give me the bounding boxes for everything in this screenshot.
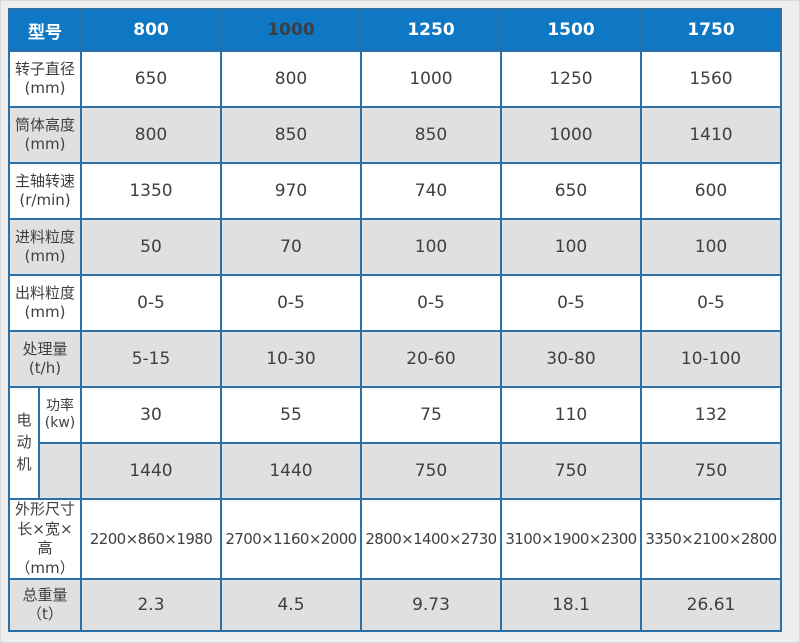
value-cell: 650 [500, 162, 642, 220]
value-cell: 18.1 [500, 578, 642, 632]
value-cell: 2.3 [80, 578, 222, 632]
value-cell: 50 [80, 218, 222, 276]
value-cell: 0-5 [80, 274, 222, 332]
row-label-unit: （t） [27, 605, 63, 623]
value-cell: 0-5 [640, 274, 782, 332]
value-cell: 0-5 [360, 274, 502, 332]
value-cell: 30-80 [500, 330, 642, 388]
row-label: 出料粒度 (mm) [8, 274, 82, 332]
header-row: 型号 800 1000 1250 1500 1750 [8, 8, 782, 52]
value-cell: 20-60 [360, 330, 502, 388]
value-cell: 10-30 [220, 330, 362, 388]
row-label: 转子直径 (mm) [8, 50, 82, 108]
value-cell: 750 [360, 442, 502, 500]
row-spindle-speed: 主轴转速 (r/min) 1350 970 740 650 600 [8, 162, 782, 220]
row-label-unit: (r/min) [19, 191, 71, 209]
value-cell: 800 [220, 50, 362, 108]
row-feed-size: 进料粒度 (mm) 50 70 100 100 100 [8, 218, 782, 276]
value-cell: 100 [500, 218, 642, 276]
value-cell: 10-100 [640, 330, 782, 388]
header-model-label: 型号 [8, 8, 82, 52]
header-model-1750: 1750 [640, 8, 782, 52]
value-cell: 0-5 [220, 274, 362, 332]
value-cell: 850 [220, 106, 362, 164]
row-label-unit: (kw) [44, 415, 76, 431]
row-overall-dimensions: 外形尺寸 长×宽×高 （mm） 2200×860×1980 2700×1160×… [8, 498, 782, 580]
value-cell: 9.73 [360, 578, 502, 632]
row-label-text: 长×宽×高 [17, 519, 73, 558]
value-cell: 1440 [220, 442, 362, 500]
value-cell: 2700×1160×2000 [220, 498, 362, 580]
row-label-text: 进料粒度 [14, 227, 75, 246]
value-cell: 70 [220, 218, 362, 276]
value-cell: 110 [500, 386, 642, 444]
row-label: 筒体高度 (mm) [8, 106, 82, 164]
value-cell: 4.5 [220, 578, 362, 632]
row-label-text: 外形尺寸 [14, 500, 75, 518]
row-label-text: 总重量 [22, 585, 68, 604]
row-label-text: 转子直径 [14, 59, 75, 78]
row-motor-power: 电动机 功率 (kw) 30 55 75 110 132 [8, 386, 782, 500]
value-cell: 600 [640, 162, 782, 220]
motor-sub-label: 功率 (kw) [38, 386, 82, 444]
value-cell: 800 [80, 106, 222, 164]
row-label-unit: (mm) [24, 247, 66, 265]
value-cell: 30 [80, 386, 222, 444]
row-label-text: 功率 [46, 397, 74, 414]
motor-sub-label-empty [38, 442, 82, 500]
row-label: 外形尺寸 长×宽×高 （mm） [8, 498, 82, 580]
value-cell: 3100×1900×2300 [500, 498, 642, 580]
spec-table: 型号 800 1000 1250 1500 1750 转子直径 (mm) 650… [8, 8, 782, 632]
row-label-unit: (t/h) [28, 359, 62, 377]
row-label-text: 筒体高度 [14, 115, 75, 134]
value-cell: 1350 [80, 162, 222, 220]
row-label: 总重量 （t） [8, 578, 82, 632]
row-label-unit: (mm) [24, 135, 66, 153]
value-cell: 750 [500, 442, 642, 500]
value-cell: 1410 [640, 106, 782, 164]
value-cell: 3350×2100×2800 [640, 498, 782, 580]
value-cell: 5-15 [80, 330, 222, 388]
value-cell: 650 [80, 50, 222, 108]
value-cell: 100 [360, 218, 502, 276]
value-cell: 26.61 [640, 578, 782, 632]
row-discharge-size: 出料粒度 (mm) 0-5 0-5 0-5 0-5 0-5 [8, 274, 782, 332]
value-cell: 1440 [80, 442, 222, 500]
row-label-unit: (mm) [24, 79, 66, 97]
header-model-1000: 1000 [220, 8, 362, 52]
row-label-unit: （mm） [15, 558, 75, 577]
row-label-unit: (mm) [24, 303, 66, 321]
motor-group-cell: 电动机 [8, 386, 40, 500]
row-label-text: 主轴转速 [14, 171, 75, 190]
value-cell: 2200×860×1980 [80, 498, 222, 580]
row-label: 主轴转速 (r/min) [8, 162, 82, 220]
row-label: 进料粒度 (mm) [8, 218, 82, 276]
header-model-1500: 1500 [500, 8, 642, 52]
row-body-height: 筒体高度 (mm) 800 850 850 1000 1410 [8, 106, 782, 164]
value-cell: 970 [220, 162, 362, 220]
header-model-1250: 1250 [360, 8, 502, 52]
value-cell: 850 [360, 106, 502, 164]
value-cell: 75 [360, 386, 502, 444]
value-cell: 55 [220, 386, 362, 444]
value-cell: 100 [640, 218, 782, 276]
row-label-text: 出料粒度 [14, 283, 75, 302]
value-cell: 2800×1400×2730 [360, 498, 502, 580]
row-motor-speed: 1440 1440 750 750 750 [9, 442, 782, 500]
value-cell: 1560 [640, 50, 782, 108]
row-capacity: 处理量 (t/h) 5-15 10-30 20-60 30-80 10-100 [8, 330, 782, 388]
header-model-800: 800 [80, 8, 222, 52]
row-label: 处理量 (t/h) [8, 330, 82, 388]
value-cell: 740 [360, 162, 502, 220]
row-label-text: 处理量 [22, 339, 68, 358]
value-cell: 1250 [500, 50, 642, 108]
value-cell: 750 [640, 442, 782, 500]
value-cell: 1000 [500, 106, 642, 164]
row-total-weight: 总重量 （t） 2.3 4.5 9.73 18.1 26.61 [8, 578, 782, 632]
value-cell: 1000 [360, 50, 502, 108]
value-cell: 0-5 [500, 274, 642, 332]
row-rotor-diameter: 转子直径 (mm) 650 800 1000 1250 1560 [8, 50, 782, 108]
value-cell: 132 [640, 386, 782, 444]
